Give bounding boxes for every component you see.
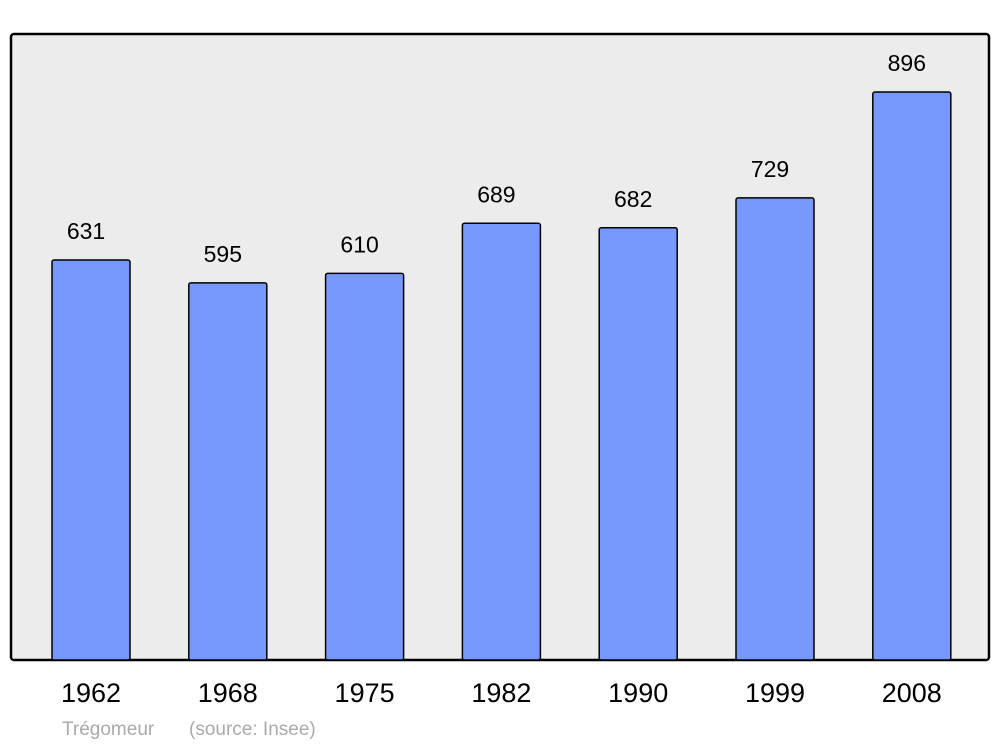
x-tick-label: 1982 <box>471 678 531 708</box>
x-tick-label: 1990 <box>608 678 668 708</box>
value-label: 595 <box>204 241 242 267</box>
bar <box>51 259 131 661</box>
value-label: 689 <box>477 181 515 207</box>
value-label: 631 <box>67 218 105 244</box>
place-name: Trégomeur <box>62 719 155 740</box>
x-tick-label: 1975 <box>335 678 395 708</box>
bar <box>461 222 542 661</box>
value-label: 729 <box>751 156 789 182</box>
bar <box>735 197 815 661</box>
value-label: 610 <box>340 231 378 257</box>
source-note: (source: Insee) <box>189 719 316 740</box>
x-tick-label: 1999 <box>745 678 805 708</box>
value-label: 896 <box>888 50 926 76</box>
x-tick-label: 1962 <box>61 678 121 708</box>
x-tick-label: 1968 <box>198 678 258 708</box>
bar <box>872 91 952 661</box>
x-tick-label: 2008 <box>882 678 942 708</box>
bar <box>324 272 405 661</box>
bar <box>598 226 678 661</box>
value-label: 682 <box>614 186 652 212</box>
bar <box>188 282 268 661</box>
